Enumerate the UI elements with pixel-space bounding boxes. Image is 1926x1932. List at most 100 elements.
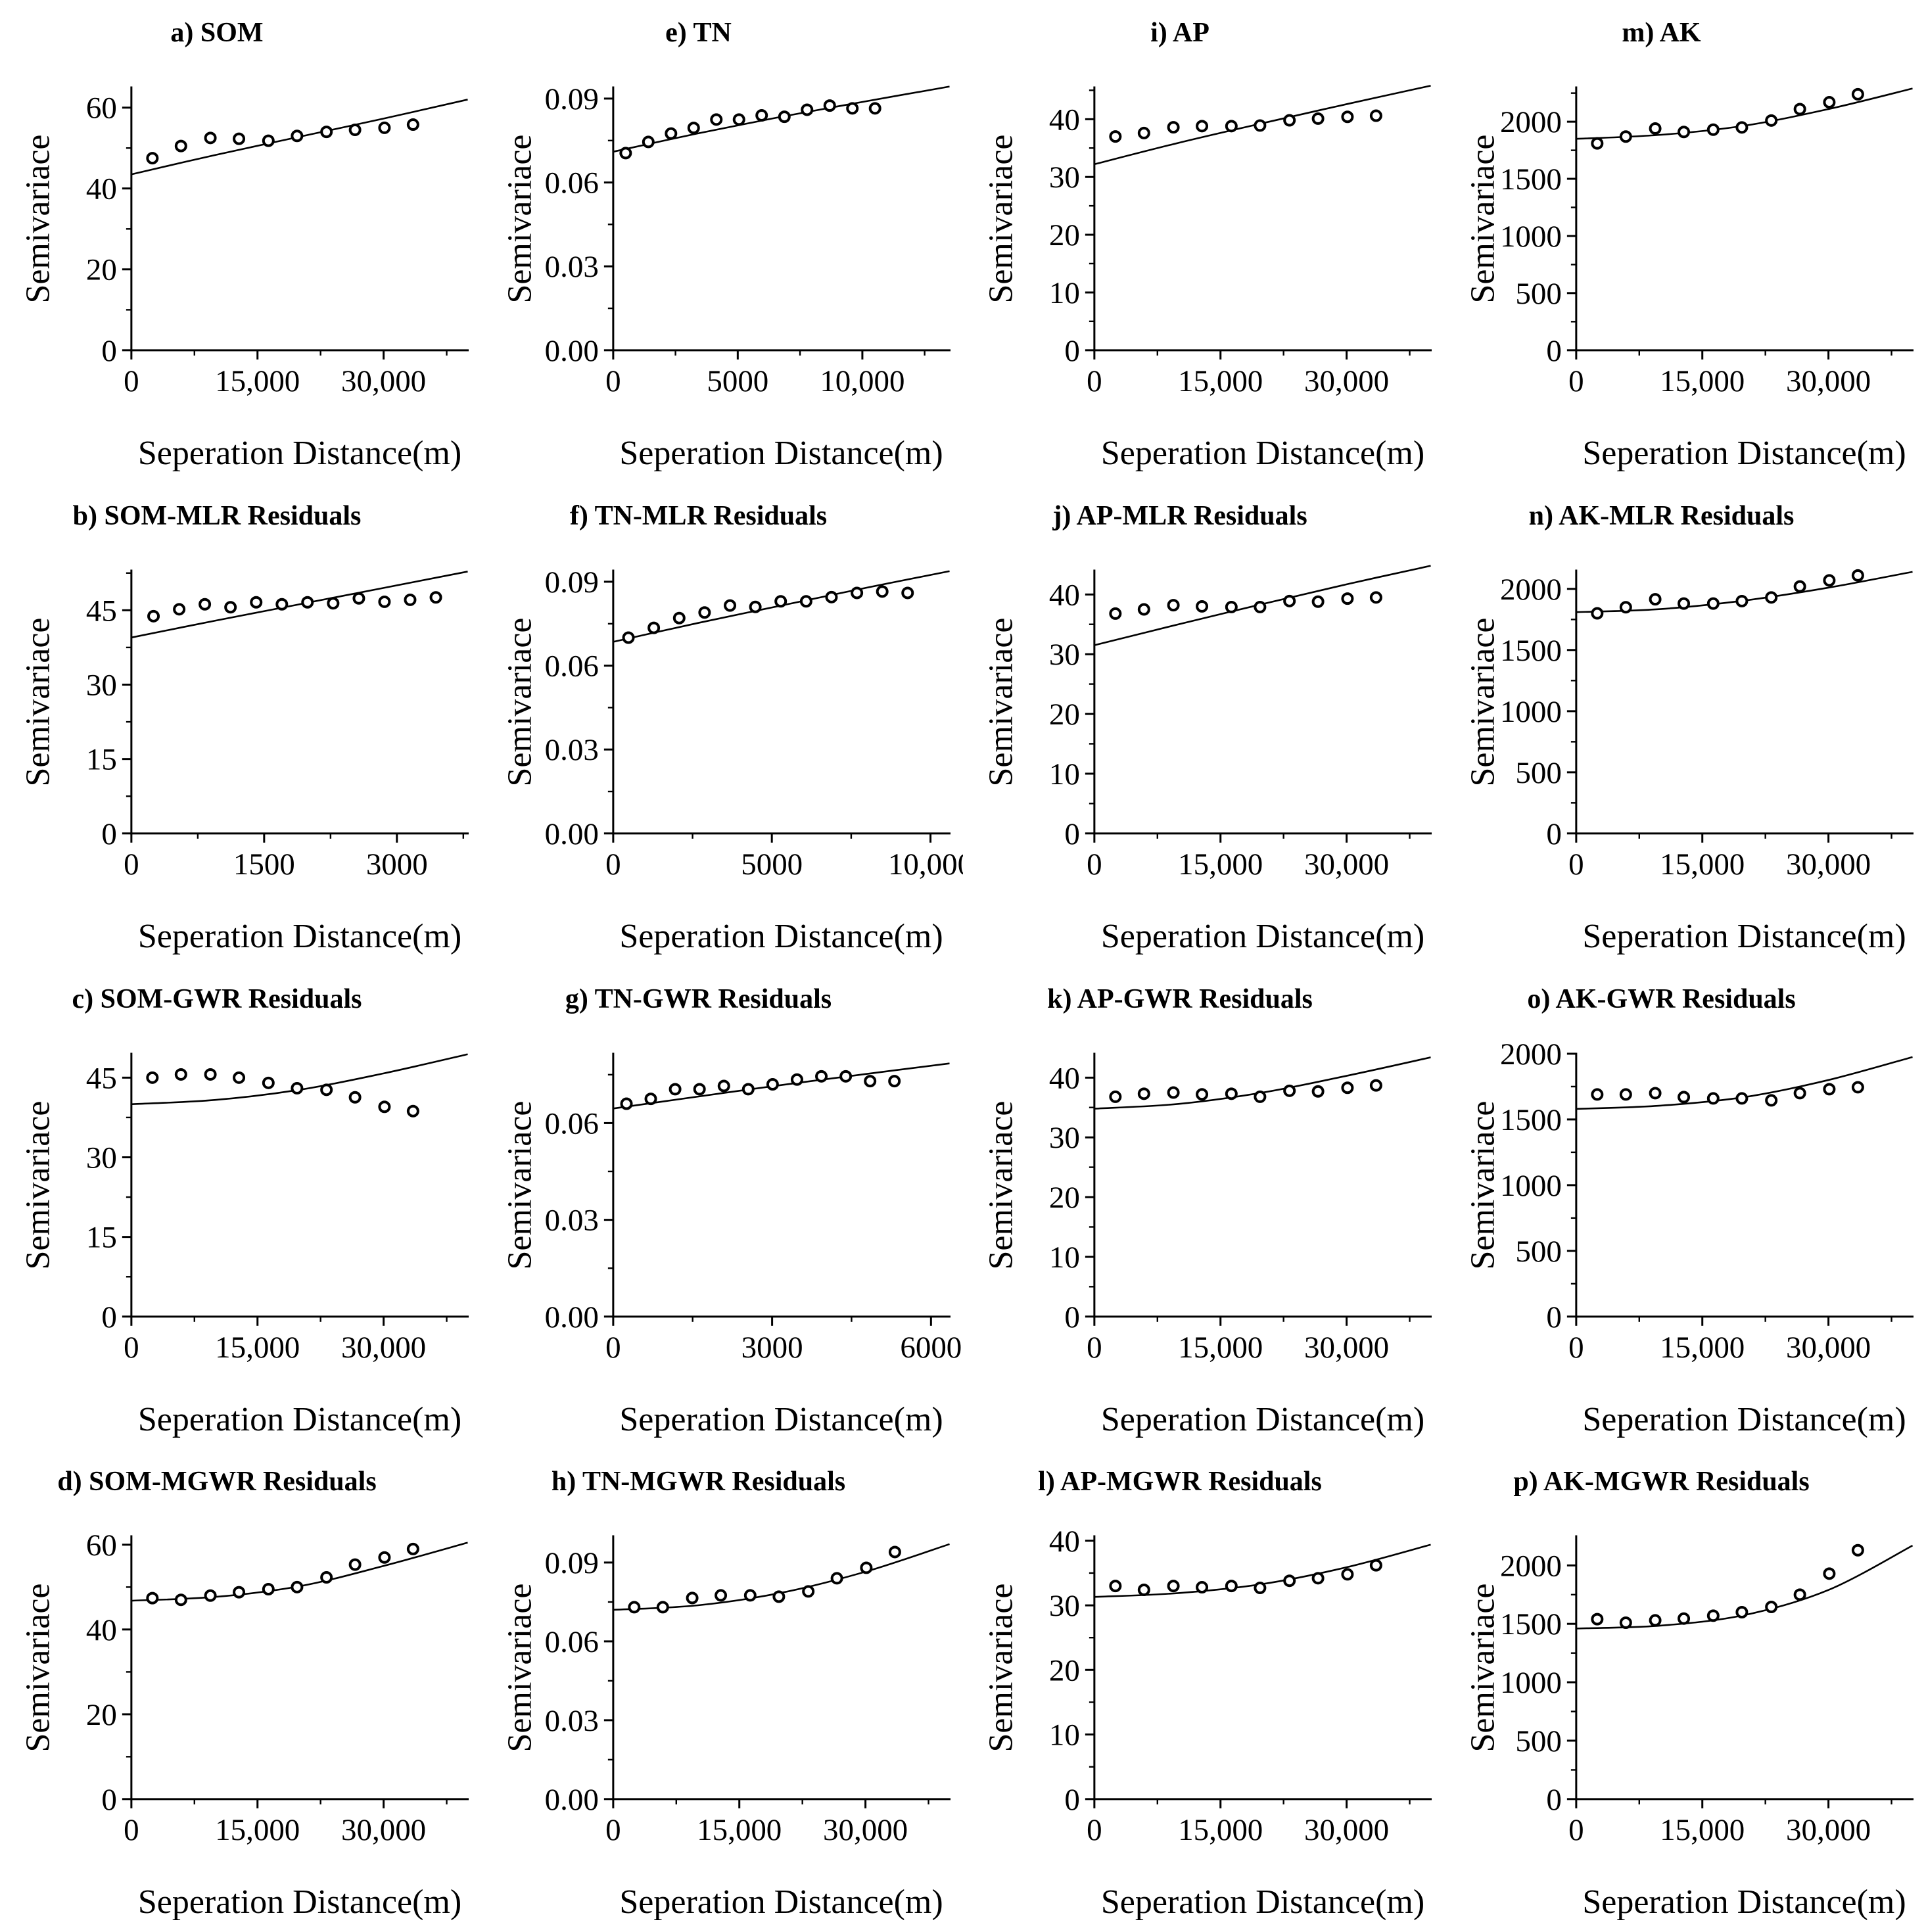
x-tick-label: 1500 [233, 847, 295, 882]
data-point [204, 131, 217, 145]
y-tick-label: 0 [1546, 817, 1561, 851]
data-points [627, 1545, 901, 1614]
data-points [620, 1070, 901, 1110]
ticks [122, 1076, 448, 1326]
subplot-title: c) SOM-GWR Residuals [72, 983, 362, 1014]
x-tick-label: 0 [124, 1330, 139, 1364]
plot-area: 0 15,000 30,000 0 500 1000 1500 2000 [1499, 569, 1914, 882]
x-axis-label: Seperation Distance(m) [1582, 1400, 1906, 1438]
x-tick-label: 15,000 [215, 364, 300, 398]
data-point [348, 124, 362, 137]
x-tick-label: 3000 [741, 1330, 803, 1364]
data-point [1225, 1580, 1238, 1593]
data-point [174, 139, 187, 153]
data-point [1137, 1087, 1150, 1100]
plot-area: 0 15,000 30,000 0 500 1000 1500 2000 [1499, 86, 1914, 398]
y-tick-label: 15 [86, 742, 117, 776]
x-tick-label: 3000 [366, 847, 428, 882]
x-tick-label: 10,000 [887, 847, 963, 882]
data-point [1619, 1087, 1632, 1100]
axes [611, 86, 951, 352]
axes [130, 1052, 469, 1317]
data-point [1369, 591, 1382, 604]
data-point [863, 1074, 876, 1087]
data-point [656, 1601, 669, 1614]
x-tick-label: 15,000 [1178, 364, 1263, 398]
x-tick-label: 0 [605, 1330, 621, 1364]
data-point [204, 1068, 217, 1081]
data-point [262, 1583, 275, 1596]
y-tick-label: 1500 [1499, 1607, 1561, 1641]
data-point [146, 1591, 159, 1605]
plot-area: 0 15,000 30,000 0 20 40 60 [86, 86, 469, 398]
plot-area: 0 15,000 30,000 0 15 30 45 [86, 1052, 469, 1364]
data-point [404, 593, 417, 606]
plot-area: 0 15,000 30,000 0 20 40 60 [86, 1528, 469, 1847]
ticks [1085, 1540, 1411, 1809]
data-point [1793, 580, 1806, 593]
data-point [717, 1079, 730, 1093]
x-tick-label: 0 [1568, 1813, 1584, 1847]
data-point [627, 1601, 640, 1614]
y-tick-label: 40 [1049, 578, 1080, 612]
data-point [1764, 591, 1777, 604]
y-tick-label: 40 [86, 1613, 117, 1647]
x-tick-label: 10,000 [820, 364, 904, 398]
axes [130, 1535, 469, 1801]
subplot-title: p) AK-MGWR Residuals [1513, 1467, 1810, 1497]
subplot-b-som-mlr-residuals: b) SOM-MLR Residuals Semivariace 0 1500 30… [0, 483, 482, 966]
plot-area: 0 15,000 30,000 0 10 20 30 40 [1049, 1052, 1432, 1364]
subplot-o-ak-gwr-residuals: o) AK-GWR Residuals Semivariace 0 15,000 3… [1445, 966, 1926, 1449]
tick-labels: 0 15,000 30,000 0 10 20 30 40 [1049, 1061, 1389, 1364]
data-points [1109, 1559, 1382, 1597]
data-point [1109, 1580, 1122, 1593]
x-tick-label: 15,000 [215, 1813, 300, 1847]
data-point [1764, 114, 1777, 127]
data-point [320, 126, 333, 139]
y-tick-label: 2000 [1499, 105, 1561, 139]
ticks [122, 106, 448, 360]
x-tick-label: 15,000 [215, 1330, 300, 1364]
x-tick-label: 30,000 [1304, 1813, 1389, 1847]
data-point [1109, 607, 1122, 620]
axes [1574, 86, 1914, 352]
data-point [887, 1074, 901, 1087]
axes [130, 86, 469, 352]
y-tick-label: 0.06 [544, 166, 598, 200]
fit-line [131, 570, 468, 638]
data-point [1764, 1601, 1777, 1614]
x-tick-label: 30,000 [1304, 1330, 1389, 1364]
data-point [1735, 1091, 1748, 1104]
x-tick-label: 15,000 [1178, 1330, 1263, 1364]
data-point [320, 1083, 333, 1096]
plot-area: 0 3000 6000 0.00 0.03 0.06 [544, 1052, 962, 1364]
data-point [146, 1071, 159, 1084]
data-point [1822, 574, 1835, 587]
x-axis-label: Seperation Distance(m) [1100, 1400, 1425, 1438]
x-tick-label: 30,000 [1304, 847, 1389, 882]
data-point [224, 600, 237, 613]
tick-labels: 0 3000 6000 0.00 0.03 0.06 [544, 1106, 962, 1364]
x-tick-label: 15,000 [1660, 364, 1745, 398]
ticks [1566, 588, 1892, 843]
data-point [876, 585, 889, 598]
data-point [1590, 137, 1603, 150]
tick-labels: 0 5000 10,000 0.00 0.03 0.06 0.09 [544, 565, 963, 882]
data-point [406, 118, 419, 131]
data-point [262, 1076, 275, 1089]
data-point [669, 1082, 682, 1095]
axes [611, 1535, 951, 1801]
data-point [1283, 1084, 1296, 1097]
data-point [1137, 603, 1150, 616]
data-point [1254, 119, 1267, 132]
data-point [1590, 607, 1603, 620]
tick-labels: 0 15,000 30,000 0.00 0.03 0.06 0.09 [544, 1546, 907, 1847]
x-tick-label: 15,000 [1660, 847, 1745, 882]
data-point [1225, 600, 1238, 613]
data-point [1283, 594, 1296, 607]
data-point [801, 1585, 814, 1598]
data-point [146, 152, 159, 165]
x-tick-label: 30,000 [341, 1330, 426, 1364]
data-point [868, 102, 881, 115]
